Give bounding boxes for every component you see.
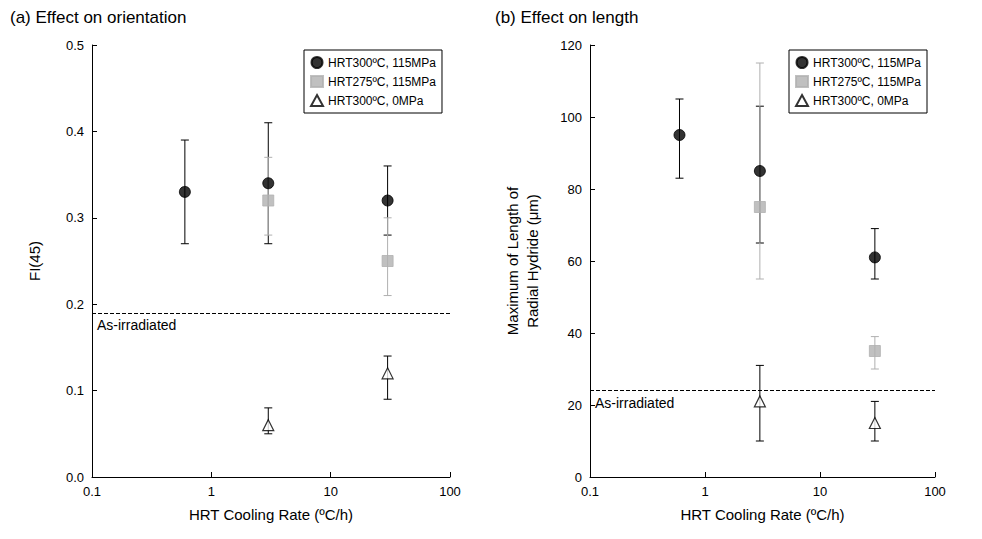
svg-text:FI(45): FI(45)	[26, 241, 43, 281]
svg-text:0.1: 0.1	[83, 484, 101, 499]
svg-text:10: 10	[813, 484, 827, 499]
svg-text:100: 100	[924, 484, 946, 499]
svg-text:HRT300ºC, 0MPa: HRT300ºC, 0MPa	[328, 94, 424, 108]
svg-text:60: 60	[568, 254, 582, 269]
svg-text:HRT300ºC, 115MPa: HRT300ºC, 115MPa	[813, 56, 921, 70]
svg-text:80: 80	[568, 182, 582, 197]
svg-text:0.0: 0.0	[66, 470, 84, 485]
svg-text:20: 20	[568, 398, 582, 413]
svg-text:HRT300ºC, 115MPa: HRT300ºC, 115MPa	[328, 56, 436, 70]
svg-text:0.3: 0.3	[66, 210, 84, 225]
svg-text:HRT275ºC, 115MPa: HRT275ºC, 115MPa	[328, 75, 436, 89]
svg-text:0.5: 0.5	[66, 38, 84, 53]
svg-text:0: 0	[575, 470, 582, 485]
svg-text:(a) Effect on orientation: (a) Effect on orientation	[10, 8, 186, 27]
svg-text:As-irradiated: As-irradiated	[97, 317, 176, 333]
svg-text:As-irradiated: As-irradiated	[595, 395, 674, 411]
svg-text:40: 40	[568, 326, 582, 341]
svg-text:HRT Cooling Rate (ºC/h): HRT Cooling Rate (ºC/h)	[189, 506, 353, 523]
svg-text:Maximum of Length of: Maximum of Length of	[504, 186, 521, 335]
svg-text:0.4: 0.4	[66, 124, 84, 139]
svg-text:0.2: 0.2	[66, 297, 84, 312]
svg-text:0.1: 0.1	[581, 484, 599, 499]
svg-text:Radial Hydride (μm): Radial Hydride (μm)	[524, 194, 541, 328]
svg-text:1: 1	[701, 484, 708, 499]
svg-text:10: 10	[323, 484, 337, 499]
svg-text:HRT Cooling Rate (ºC/h): HRT Cooling Rate (ºC/h)	[680, 506, 844, 523]
svg-text:100: 100	[560, 110, 582, 125]
svg-text:(b) Effect on length: (b) Effect on length	[495, 8, 638, 27]
svg-text:HRT275ºC, 115MPa: HRT275ºC, 115MPa	[813, 75, 921, 89]
svg-text:1: 1	[208, 484, 215, 499]
svg-text:120: 120	[560, 38, 582, 53]
svg-text:100: 100	[439, 484, 461, 499]
svg-text:HRT300ºC, 0MPa: HRT300ºC, 0MPa	[813, 94, 909, 108]
svg-text:0.1: 0.1	[66, 383, 84, 398]
